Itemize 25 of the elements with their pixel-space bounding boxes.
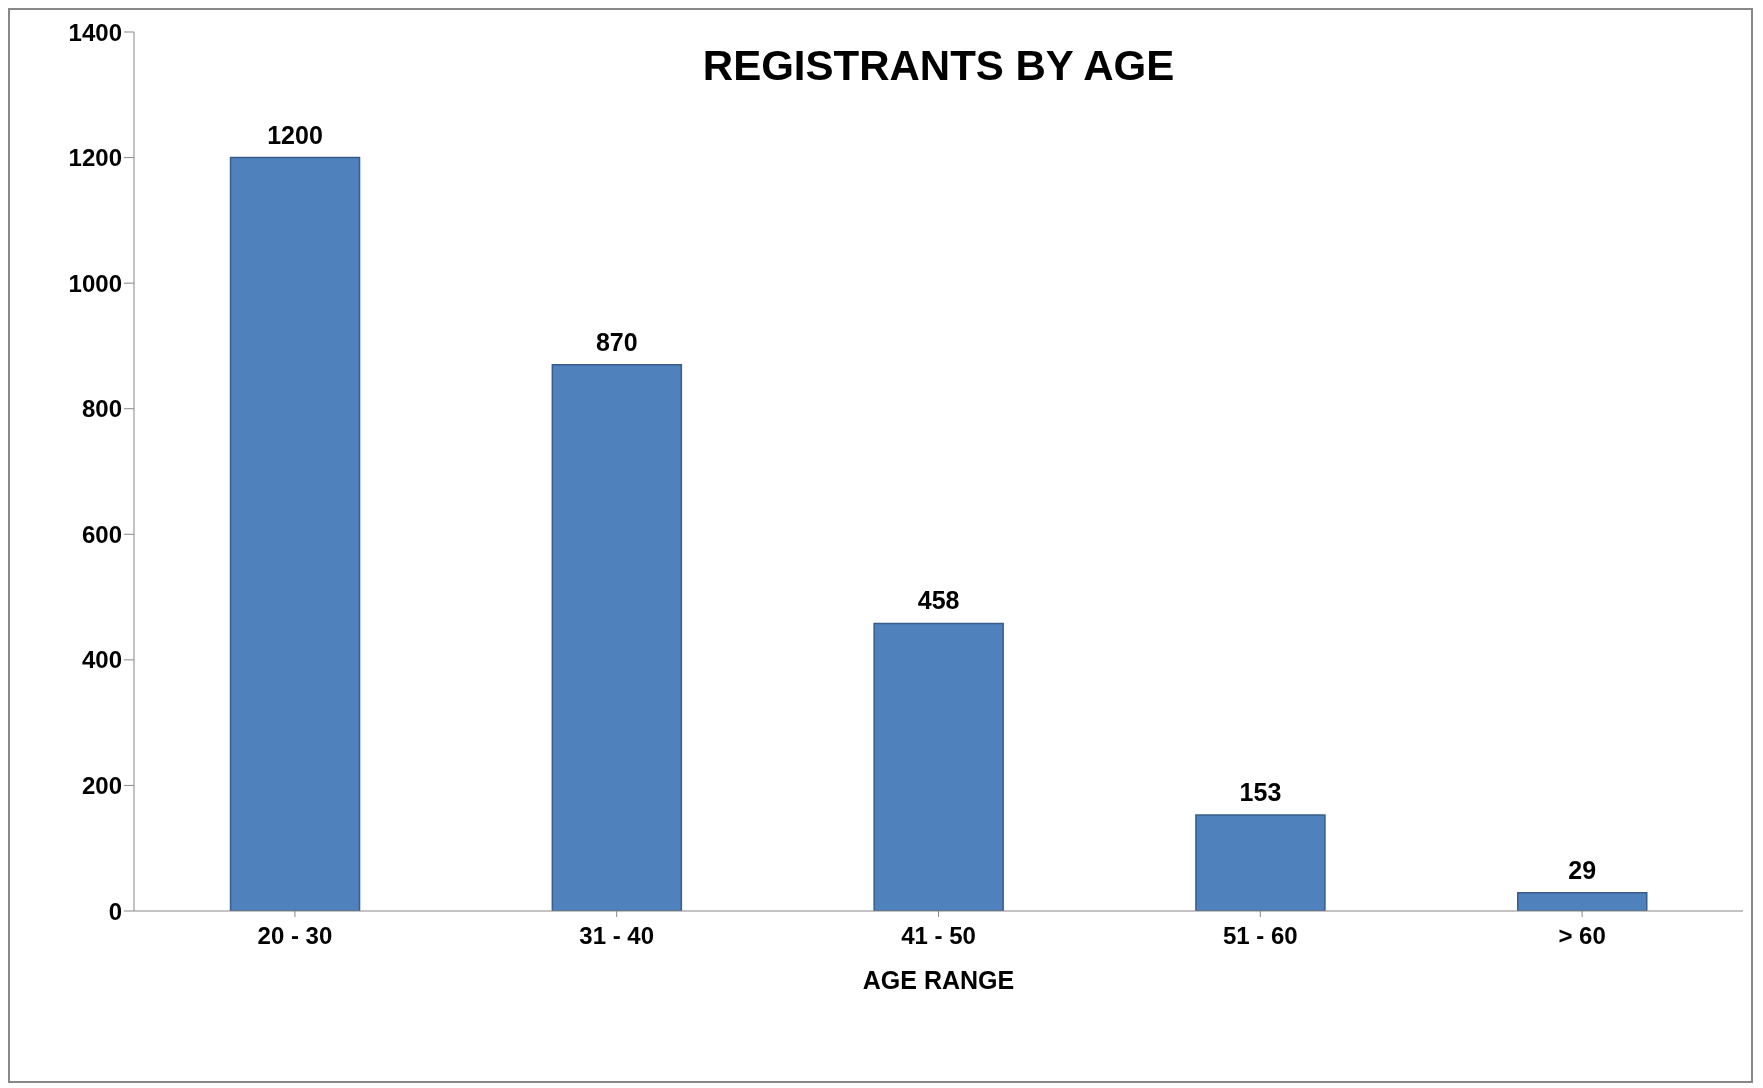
data-label: 1200 — [267, 120, 323, 149]
data-label: 153 — [1239, 777, 1282, 806]
chart-title: REGISTRANTS BY AGE — [701, 42, 1176, 90]
y-tick-label: 600 — [81, 520, 122, 548]
bar — [873, 622, 1004, 911]
x-tick-label: 31 - 40 — [579, 922, 655, 950]
bar — [229, 156, 361, 911]
y-tick-label: 200 — [81, 771, 122, 799]
y-tick-label: 400 — [81, 646, 122, 674]
y-tick-label: 800 — [81, 395, 122, 423]
bar — [1516, 892, 1648, 911]
y-tick-label: 1200 — [68, 144, 122, 172]
data-label: 29 — [1568, 855, 1597, 884]
x-tick-label: 20 - 30 — [257, 922, 333, 950]
data-label: 458 — [917, 586, 960, 615]
y-tick-label: 0 — [108, 897, 122, 925]
bar — [551, 364, 683, 911]
x-tick-label: 51 - 60 — [1222, 922, 1298, 950]
x-axis-title: AGE RANGE — [862, 965, 1015, 994]
y-tick-label: 1400 — [68, 18, 122, 46]
data-label: 870 — [595, 327, 638, 356]
y-tick-label: 1000 — [68, 269, 122, 297]
bar — [1195, 814, 1326, 911]
x-tick-label: 41 - 50 — [901, 922, 976, 950]
x-tick-label: > 60 — [1558, 922, 1606, 950]
